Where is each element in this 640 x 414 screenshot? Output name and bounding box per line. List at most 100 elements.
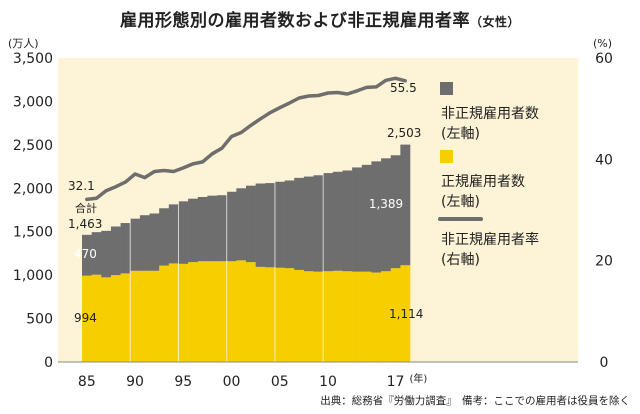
total-caption: 合計 [75,201,97,215]
total-end-label: 2,503 [387,126,421,140]
regular-bar [178,263,189,362]
regular-bar [168,263,179,362]
regular-bar [400,265,411,362]
y-tick-label-left: 0 [44,355,53,371]
x-tick-label: 95 [174,374,192,390]
y-tick-label-right: 40 [595,152,613,168]
regular-bar [91,274,102,362]
nonregular-bar [381,158,392,272]
rate-start-label: 32.1 [68,179,95,193]
nonregular-bar [101,230,112,278]
legend-axis-nonregular: (左軸) [441,126,480,142]
regular-bar [303,271,314,362]
regular-bar [246,262,256,362]
regular-bar [130,270,141,362]
nonregular-bar [265,183,276,268]
x-tick-label: 10 [319,374,337,390]
nonregular-bar [139,215,150,271]
regular-bar [226,261,237,362]
y-axis-unit-right: (%) [593,37,612,50]
nonregular-bar [120,223,131,274]
nonregular-start-label: 470 [74,247,97,261]
nonregular-bar [149,213,160,271]
legend: 非正規雇用者数 (左軸) 正規雇用者数 (左軸) 非正規雇用者率 (右軸) [438,82,539,268]
nonregular-bar [197,196,208,262]
regular-bar [139,270,150,362]
y-tick-label-right: 0 [600,355,609,371]
regular-start-label: 994 [74,311,97,325]
y-tick-label-left: 1,000 [13,268,53,284]
legend-label-regular: 正規雇用者数 [441,173,525,190]
x-tick-label: 90 [126,374,144,390]
nonregular-bar [313,175,324,272]
nonregular-bar [207,195,218,262]
nonregular-bar [236,188,247,261]
regular-bar [323,271,334,362]
regular-bar [352,271,363,362]
y-axis-unit-left: (万人) [8,37,39,50]
nonregular-bar [400,144,411,266]
nonregular-bar [178,201,189,264]
x-axis-unit: (年) [410,372,428,385]
regular-bar [149,270,160,362]
nonregular-bar [274,181,285,268]
nonregular-bar [255,183,266,267]
nonregular-bar [361,164,372,272]
legend-axis-rate: (右軸) [441,252,480,268]
regular-bar [332,270,343,362]
nonregular-bar [226,191,237,262]
source-note: 出典：総務省『労働力調査』 備考：ここでの雇用者は役員を除く [320,395,630,407]
y-tick-label-right: 60 [595,51,613,67]
x-tick-label: 85 [78,374,96,390]
y-tick-label-left: 2,500 [13,138,53,154]
nonregular-bar [332,171,343,271]
title-suffix: （女性） [469,15,520,29]
nonregular-bar [294,177,305,270]
regular-bar [207,261,218,362]
chart-title: 雇用形態別の雇用者数および非正規雇用者率（女性） [0,6,640,31]
nonregular-bar [371,161,382,273]
regular-bar [197,261,208,362]
nonregular-bar [159,208,170,266]
nonregular-bar [342,170,353,272]
nonregular-bar [217,195,228,262]
nonregular-bar [323,173,334,272]
legend-swatch-regular [440,150,453,163]
nonregular-end-label: 1,389 [369,197,403,211]
regular-bar [265,267,276,362]
nonregular-bar [390,155,401,269]
total-start-label: 1,463 [68,217,102,231]
nonregular-bar [284,180,295,269]
nonregular-bar [303,176,314,272]
nonregular-bar [91,232,102,275]
regular-bar [390,268,401,362]
y-tick-label-left: 3,000 [13,94,53,110]
regular-bar [120,273,131,362]
regular-end-label: 1,114 [389,307,423,321]
regular-bar [274,267,285,362]
annotation-layer: 32.1 合計 1,463 470 994 55.5 2,503 1,389 1,114 [68,81,423,325]
nonregular-bar [352,167,363,272]
nonregular-bar [168,204,179,264]
y-tick-label-left: 3,500 [13,51,53,67]
regular-bar [371,272,382,362]
legend-swatch-nonregular [440,82,453,95]
x-tick-label: 05 [271,374,289,390]
rate-end-label: 55.5 [390,81,417,95]
regular-bar [159,265,170,362]
y-tick-label-right: 20 [595,254,613,270]
regular-bar [381,271,392,362]
nonregular-bar [110,226,121,276]
regular-bar [82,275,92,362]
y-tick-label-left: 1,500 [13,225,53,241]
nonregular-bar [246,185,256,263]
regular-bar [294,269,305,362]
x-tick-label: 17 [387,374,405,390]
regular-bar [361,271,372,362]
legend-label-nonregular: 非正規雇用者数 [441,105,539,122]
legend-label-rate: 非正規雇用者率 [441,231,539,248]
bar-layer [82,144,411,362]
nonregular-bar [130,218,141,271]
